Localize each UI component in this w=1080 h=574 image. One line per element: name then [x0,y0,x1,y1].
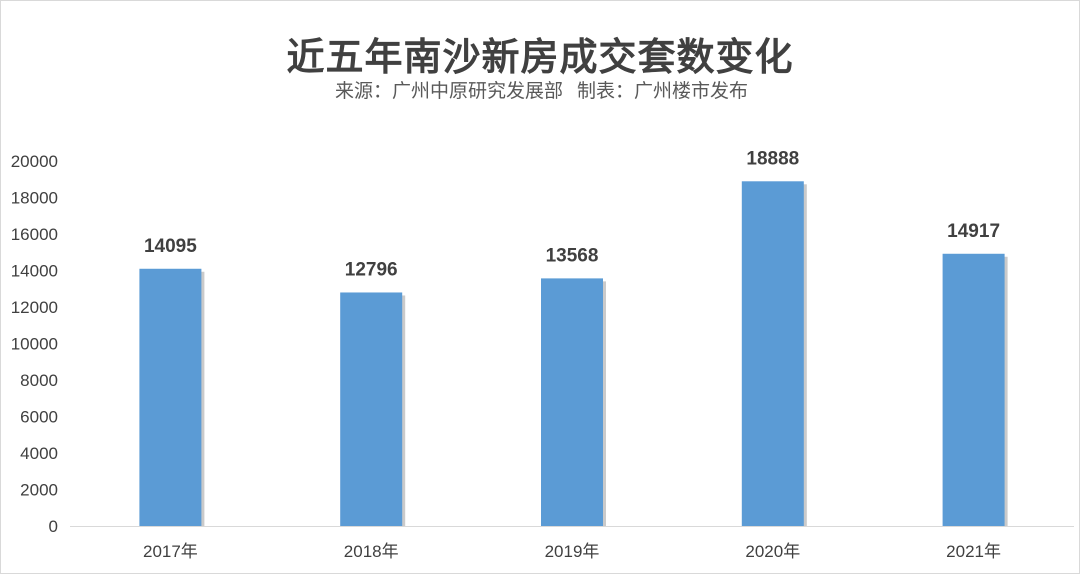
x-tick-label: 2018年 [344,542,399,561]
data-label: 18888 [746,148,799,169]
bar [139,268,202,526]
y-tick-label: 0 [49,517,58,536]
chart-title: 近五年南沙新房成交套数变化 [286,35,794,79]
y-tick-label: 16000 [11,225,58,244]
bar [541,278,603,526]
x-tick-label: 2017年 [143,542,198,561]
data-label: 14095 [144,236,197,257]
x-tick-label: 2021年 [946,542,1001,561]
data-label: 13568 [546,245,599,266]
y-tick-label: 10000 [11,335,58,354]
maker-note: 制表：广州楼市发布 [577,80,749,102]
y-tick-label: 8000 [20,371,58,390]
bar [942,253,1005,526]
bar [741,181,804,526]
data-label: 14917 [947,221,1000,242]
source-note: 来源：广州中原研究发展部 [335,80,564,102]
y-tick-label: 12000 [11,298,58,317]
x-tick-label: 2020年 [745,542,800,561]
y-tick-label: 20000 [11,152,58,171]
x-tick-label: 2019年 [545,542,600,561]
bar [340,292,403,526]
y-tick-label: 4000 [20,444,58,463]
chart-subtitle: 来源：广州中原研究发展部 制表：广州楼市发布 [335,76,762,103]
data-label: 12796 [345,259,398,280]
y-tick-label: 6000 [20,408,58,427]
y-tick-label: 14000 [11,262,58,281]
y-tick-label: 18000 [11,189,58,208]
y-tick-label: 2000 [20,481,58,500]
